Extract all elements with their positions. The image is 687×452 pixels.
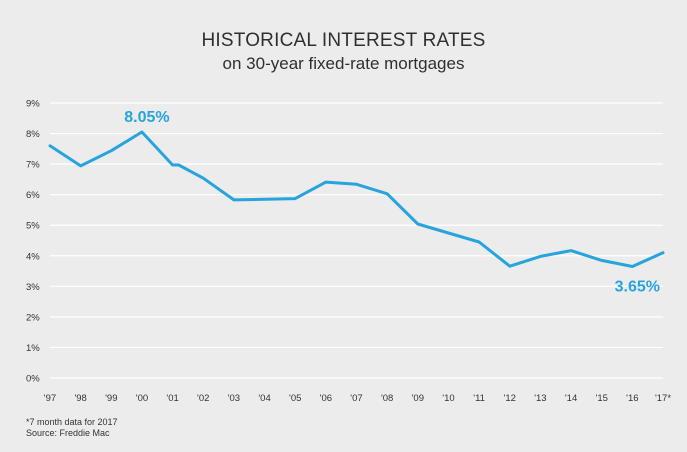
y-tick-label: 2% xyxy=(26,312,40,323)
data-point xyxy=(355,183,358,186)
x-tick-label: '99 xyxy=(105,393,117,404)
x-tick-label: '04 xyxy=(258,393,270,404)
x-tick-label: '09 xyxy=(412,393,424,404)
y-tick-label: 4% xyxy=(26,251,40,262)
data-label: 8.05% xyxy=(124,109,169,126)
data-point xyxy=(570,249,572,252)
x-tick-label: '13 xyxy=(534,393,546,404)
x-tick-label: '10 xyxy=(442,393,454,404)
footnote: *7 month data for 2017 Source: Freddie M… xyxy=(26,417,118,439)
footnote-source: Source: Freddie Mac xyxy=(26,428,110,438)
data-point xyxy=(233,199,235,201)
chart-title: HISTORICAL INTEREST RATES xyxy=(201,30,486,51)
y-tick-label: 3% xyxy=(26,282,40,293)
series-line xyxy=(48,130,665,268)
x-tick-label: '06 xyxy=(320,393,332,404)
data-point xyxy=(177,164,180,166)
data-point xyxy=(478,241,480,243)
x-tick-label: '97 xyxy=(44,393,56,404)
footnote-note: *7 month data for 2017 xyxy=(26,417,118,427)
data-point xyxy=(294,197,297,200)
data-label: 3.65% xyxy=(615,278,660,295)
chart-subtitle: on 30-year fixed-rate mortgages xyxy=(222,54,465,73)
x-tick-label: '16 xyxy=(626,393,638,404)
data-point xyxy=(386,192,388,195)
data-point xyxy=(631,265,634,268)
data-point xyxy=(79,165,82,167)
data-point xyxy=(141,131,143,133)
x-tick-label: '02 xyxy=(197,393,209,404)
data-point xyxy=(508,265,511,267)
x-tick-label: '03 xyxy=(228,393,240,404)
y-tick-label: 0% xyxy=(26,374,40,385)
data-point xyxy=(49,144,51,147)
x-tick-label: '01 xyxy=(166,393,178,404)
x-tick-label: '05 xyxy=(289,393,301,404)
y-tick-label: 6% xyxy=(26,190,40,201)
x-tick-label: '17* xyxy=(655,393,671,404)
grid-lines xyxy=(50,102,663,379)
x-tick-label: '12 xyxy=(504,393,516,404)
y-tick-label: 1% xyxy=(26,343,40,354)
x-axis-tick-labels: '97 '98 '99 '00 '01 '02 '03 '04 '05 '06 '07 '08 '09 '… xyxy=(44,393,672,404)
y-tick-label: 5% xyxy=(26,221,40,232)
data-point xyxy=(662,251,664,254)
data-point xyxy=(539,255,542,258)
x-tick-label: '98 xyxy=(74,393,86,404)
x-tick-label: '00 xyxy=(136,393,148,404)
data-point xyxy=(325,181,327,183)
data-point xyxy=(600,259,603,262)
data-point xyxy=(417,223,419,225)
x-tick-label: '07 xyxy=(350,393,362,404)
x-tick-label: '15 xyxy=(596,393,608,404)
y-tick-label: 8% xyxy=(26,129,40,140)
data-point xyxy=(171,164,174,166)
x-tick-label: '08 xyxy=(381,393,393,404)
x-tick-label: '14 xyxy=(565,393,577,404)
rate-series xyxy=(48,130,665,268)
y-tick-label: 7% xyxy=(26,160,40,171)
y-axis-tick-labels: 0% 1% 2% 3% 4% 5% 6% 7% 8% 9% xyxy=(26,99,40,385)
annotations: 8.05% 3.65% xyxy=(124,109,660,295)
data-point xyxy=(202,177,205,179)
x-tick-label: '11 xyxy=(473,393,485,404)
y-tick-label: 9% xyxy=(26,99,40,110)
data-point xyxy=(110,149,113,152)
